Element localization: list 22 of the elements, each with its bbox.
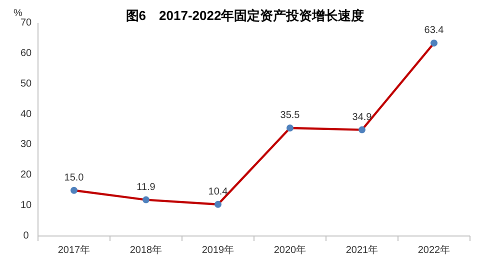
- data-label: 10.4: [208, 186, 228, 198]
- y-tick-label: 40: [20, 108, 32, 120]
- x-tick-label: 2021年: [346, 244, 378, 256]
- x-tick-label: 2017年: [58, 244, 90, 256]
- y-tick-label: 70: [20, 18, 32, 28]
- data-label: 11.9: [136, 182, 156, 193]
- x-tick-label: 2018年: [130, 244, 162, 256]
- y-tick-label: 60: [20, 48, 32, 59]
- chart-title: 图6 2017-2022年固定资产投资增长速度: [126, 8, 364, 23]
- x-tick-label: 2020年: [274, 244, 306, 256]
- y-tick-label: 0: [23, 230, 30, 242]
- y-tick-label: 30: [20, 139, 32, 150]
- data-label: 15.0: [64, 172, 84, 184]
- y-tick-label: 10: [20, 200, 32, 212]
- data-label: 63.4: [424, 25, 444, 36]
- y-axis-title: %: [14, 8, 23, 19]
- x-tick-label: 2019年: [202, 244, 234, 256]
- data-label: 35.5: [280, 110, 300, 121]
- y-tick-label: 50: [20, 78, 32, 90]
- x-tick-label: 2022年: [418, 244, 450, 256]
- data-label: 34.9: [352, 112, 372, 123]
- y-tick-label: 20: [20, 170, 32, 181]
